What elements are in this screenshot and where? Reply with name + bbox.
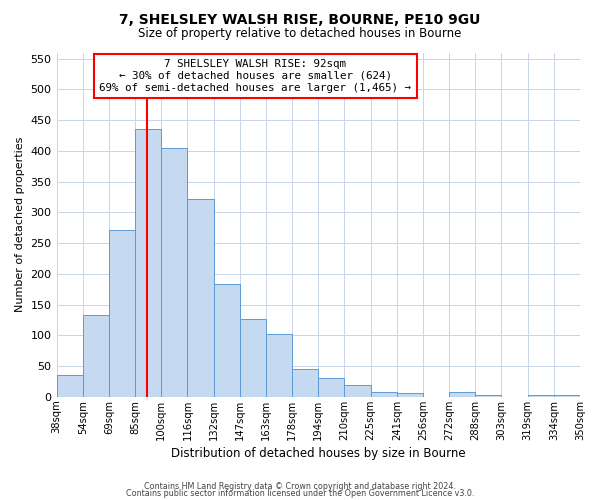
Bar bbox=[527, 395, 554, 397]
Text: 7, SHELSLEY WALSH RISE, BOURNE, PE10 9GU: 7, SHELSLEY WALSH RISE, BOURNE, PE10 9GU bbox=[119, 12, 481, 26]
Bar bbox=[214, 284, 240, 397]
Bar bbox=[109, 230, 135, 397]
Bar bbox=[554, 395, 580, 397]
Bar bbox=[240, 319, 266, 397]
Bar bbox=[475, 395, 502, 397]
Bar bbox=[135, 130, 161, 397]
Bar bbox=[187, 199, 214, 397]
Bar bbox=[83, 315, 109, 397]
Bar bbox=[318, 378, 344, 397]
Text: Size of property relative to detached houses in Bourne: Size of property relative to detached ho… bbox=[139, 28, 461, 40]
Bar bbox=[449, 392, 475, 397]
Bar bbox=[292, 368, 318, 397]
X-axis label: Distribution of detached houses by size in Bourne: Distribution of detached houses by size … bbox=[171, 447, 466, 460]
Bar bbox=[371, 392, 397, 397]
Bar bbox=[161, 148, 187, 397]
Bar bbox=[344, 384, 371, 397]
Text: Contains public sector information licensed under the Open Government Licence v3: Contains public sector information licen… bbox=[126, 489, 474, 498]
Bar bbox=[266, 334, 292, 397]
Text: Contains HM Land Registry data © Crown copyright and database right 2024.: Contains HM Land Registry data © Crown c… bbox=[144, 482, 456, 491]
Y-axis label: Number of detached properties: Number of detached properties bbox=[15, 137, 25, 312]
Bar bbox=[56, 376, 83, 397]
Text: 7 SHELSLEY WALSH RISE: 92sqm
← 30% of detached houses are smaller (624)
69% of s: 7 SHELSLEY WALSH RISE: 92sqm ← 30% of de… bbox=[100, 60, 412, 92]
Bar bbox=[397, 393, 423, 397]
